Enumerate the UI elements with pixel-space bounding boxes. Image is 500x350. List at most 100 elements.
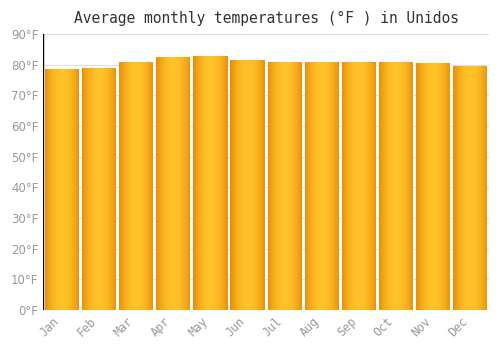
Bar (447, 63, 448, 310)
Bar (321, 62, 322, 310)
Bar (462, 66, 463, 310)
Bar (221, 56, 222, 310)
Bar (255, 60, 256, 310)
Bar (167, 57, 168, 310)
Bar (405, 62, 406, 310)
Bar (223, 56, 224, 310)
Bar (67, 69, 68, 310)
Bar (373, 62, 374, 310)
Bar (360, 62, 361, 310)
Bar (442, 63, 443, 310)
Bar (292, 62, 293, 310)
Bar (330, 62, 331, 310)
Bar (331, 62, 332, 310)
Bar (198, 56, 199, 310)
Bar (100, 68, 102, 310)
Bar (224, 56, 225, 310)
Bar (78, 69, 79, 310)
Bar (226, 56, 227, 310)
Bar (135, 62, 136, 310)
Bar (150, 62, 151, 310)
Bar (487, 66, 488, 310)
Bar (232, 60, 233, 310)
Bar (102, 68, 103, 310)
Bar (134, 62, 135, 310)
Bar (466, 66, 467, 310)
Bar (208, 56, 210, 310)
Bar (84, 68, 85, 310)
Bar (52, 69, 53, 310)
Bar (362, 62, 363, 310)
Bar (48, 69, 49, 310)
Bar (449, 63, 450, 310)
Bar (114, 68, 115, 310)
Bar (158, 57, 159, 310)
Bar (210, 56, 211, 310)
Bar (388, 62, 389, 310)
Bar (408, 62, 409, 310)
Bar (343, 62, 344, 310)
Bar (320, 62, 321, 310)
Bar (94, 68, 95, 310)
Bar (350, 62, 351, 310)
Bar (437, 63, 438, 310)
Bar (291, 62, 292, 310)
Bar (396, 62, 397, 310)
Bar (197, 56, 198, 310)
Bar (435, 63, 436, 310)
Bar (395, 62, 396, 310)
Bar (89, 68, 90, 310)
Bar (159, 57, 160, 310)
Bar (448, 63, 449, 310)
Bar (45, 69, 46, 310)
Bar (220, 56, 221, 310)
Bar (124, 62, 125, 310)
Bar (336, 62, 337, 310)
Bar (460, 66, 461, 310)
Bar (214, 56, 215, 310)
Bar (379, 62, 380, 310)
Bar (479, 66, 480, 310)
Bar (455, 66, 456, 310)
Bar (404, 62, 405, 310)
Bar (347, 62, 348, 310)
Bar (328, 62, 329, 310)
Bar (64, 69, 65, 310)
Bar (164, 57, 165, 310)
Bar (132, 62, 133, 310)
Bar (284, 62, 286, 310)
Bar (429, 63, 430, 310)
Bar (286, 62, 287, 310)
Bar (472, 66, 473, 310)
Bar (389, 62, 390, 310)
Bar (104, 68, 106, 310)
Bar (272, 62, 274, 310)
Bar (170, 57, 171, 310)
Bar (426, 63, 427, 310)
Bar (83, 68, 84, 310)
Bar (365, 62, 366, 310)
Bar (319, 62, 320, 310)
Bar (271, 62, 272, 310)
Bar (174, 57, 175, 310)
Bar (126, 62, 127, 310)
Bar (476, 66, 477, 310)
Bar (196, 56, 197, 310)
Bar (230, 60, 231, 310)
Bar (306, 62, 307, 310)
Bar (293, 62, 294, 310)
Bar (91, 68, 92, 310)
Bar (300, 62, 301, 310)
Bar (247, 60, 248, 310)
Bar (473, 66, 474, 310)
Bar (470, 66, 471, 310)
Bar (434, 63, 435, 310)
Bar (171, 57, 172, 310)
Bar (346, 62, 347, 310)
Bar (222, 56, 223, 310)
Bar (123, 62, 124, 310)
Bar (133, 62, 134, 310)
Bar (445, 63, 446, 310)
Bar (127, 62, 128, 310)
Bar (90, 68, 91, 310)
